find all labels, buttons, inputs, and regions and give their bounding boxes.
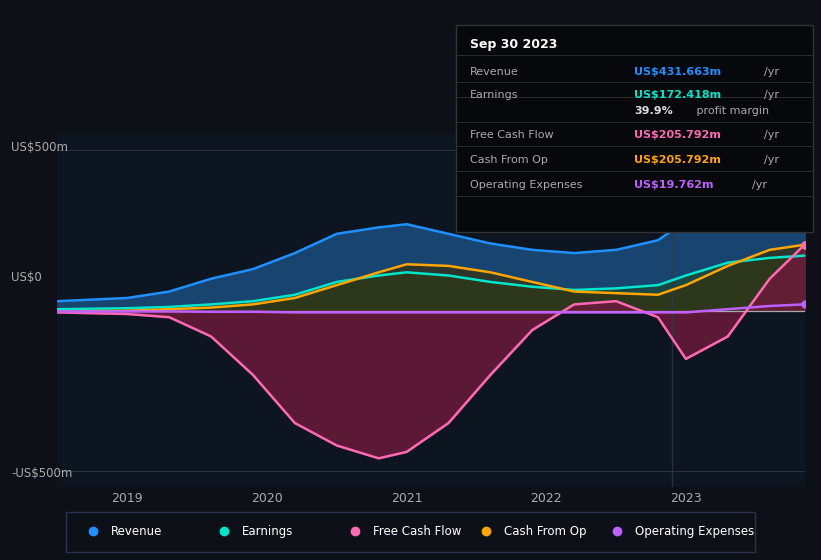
Text: Cash From Op: Cash From Op xyxy=(470,155,548,165)
Text: Free Cash Flow: Free Cash Flow xyxy=(470,130,553,140)
Text: Sep 30 2023: Sep 30 2023 xyxy=(470,38,557,50)
Text: Operating Expenses: Operating Expenses xyxy=(635,525,754,538)
FancyBboxPatch shape xyxy=(456,25,813,232)
Text: /yr: /yr xyxy=(764,130,779,140)
Text: Earnings: Earnings xyxy=(470,91,518,100)
Text: Earnings: Earnings xyxy=(241,525,293,538)
Text: /yr: /yr xyxy=(764,67,779,77)
Text: Revenue: Revenue xyxy=(470,67,519,77)
Text: US$19.762m: US$19.762m xyxy=(635,180,713,190)
Text: US$205.792m: US$205.792m xyxy=(635,155,721,165)
Text: profit margin: profit margin xyxy=(693,106,769,116)
Text: Cash From Op: Cash From Op xyxy=(503,525,586,538)
Text: Operating Expenses: Operating Expenses xyxy=(470,180,582,190)
Text: US$172.418m: US$172.418m xyxy=(635,91,722,100)
Text: Free Cash Flow: Free Cash Flow xyxy=(373,525,461,538)
Text: -US$500m: -US$500m xyxy=(11,467,72,480)
Text: /yr: /yr xyxy=(764,91,779,100)
Text: Revenue: Revenue xyxy=(111,525,162,538)
Text: /yr: /yr xyxy=(764,155,779,165)
Text: US$205.792m: US$205.792m xyxy=(635,130,721,140)
Text: US$500m: US$500m xyxy=(11,142,68,155)
Text: /yr: /yr xyxy=(752,180,767,190)
Text: 39.9%: 39.9% xyxy=(635,106,673,116)
Text: US$431.663m: US$431.663m xyxy=(635,67,722,77)
Text: US$0: US$0 xyxy=(11,271,42,284)
